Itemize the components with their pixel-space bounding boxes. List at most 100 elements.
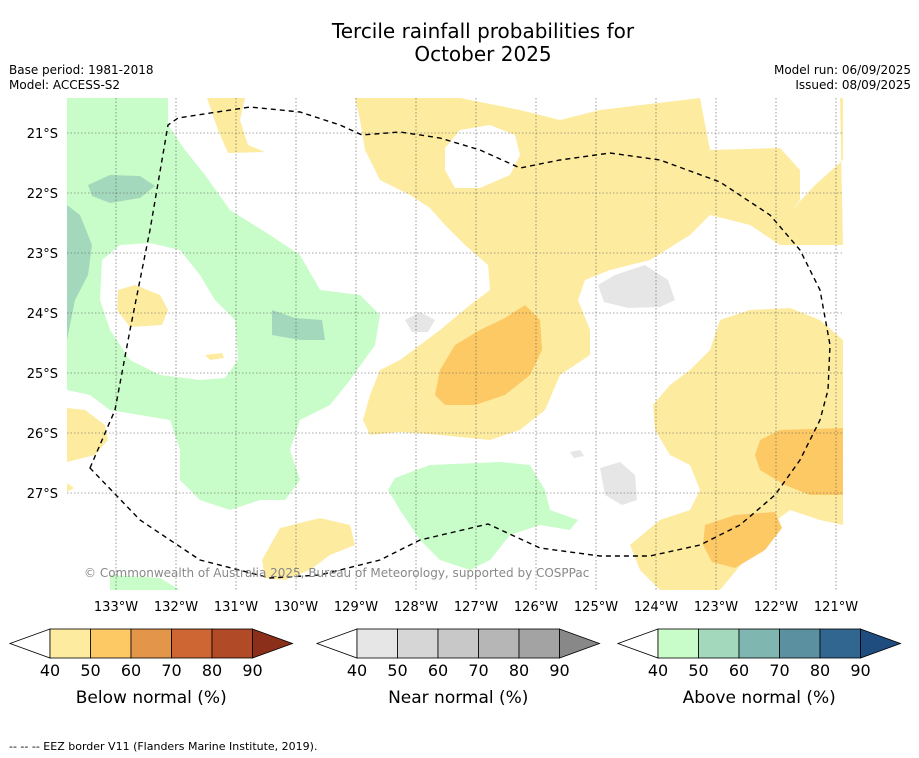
colorbar-extend-low (8, 628, 51, 659)
colorbar-segment (130, 628, 172, 659)
latitude-label: 22°S (27, 187, 58, 202)
colorbar-segment (698, 628, 740, 659)
colorbar-segment (171, 628, 213, 659)
colorbar-segment (779, 628, 821, 659)
issued-date: Issued: 08/09/2025 (795, 78, 911, 92)
below-normal-region (435, 305, 542, 405)
colorbar-tick: 50 (688, 661, 708, 680)
colorbar-tick: 80 (509, 661, 529, 680)
longitude-label: 126°W (514, 600, 558, 615)
longitude-label: 127°W (454, 600, 498, 615)
longitude-label: 122°W (754, 600, 798, 615)
below-normal-region (117, 285, 168, 327)
below-normal-region (205, 353, 224, 360)
below-normal-region (67, 483, 74, 492)
colorbar-tick: 60 (428, 661, 448, 680)
eez-border (89, 106, 831, 579)
near-normal-region (598, 265, 675, 308)
model-name: Model: ACCESS-S2 (9, 78, 121, 92)
colorbar-tick: 60 (729, 661, 749, 680)
no-signal-region (445, 125, 520, 188)
map-title: Tercile rainfall probabilities for Octob… (0, 20, 919, 66)
colorbar-segment (90, 628, 132, 659)
no-signal-region (100, 243, 238, 380)
longitude-label: 128°W (394, 600, 438, 615)
longitude-label: 125°W (574, 600, 618, 615)
near-normal-region (600, 462, 637, 505)
copyright-text: © Commonwealth of Australia 2025, Bureau… (84, 566, 589, 580)
colorbar-segment (211, 628, 253, 659)
colorbar-tick: 90 (850, 661, 870, 680)
colorbar-extend-low (616, 628, 659, 659)
latitude-label: 25°S (27, 367, 58, 382)
longitude-label: 124°W (634, 600, 678, 615)
colorbar-label: Below normal (%) (76, 688, 227, 708)
colorbar-extend-high (252, 628, 294, 659)
longitude-label: 132°W (154, 600, 198, 615)
colorbar-segment (437, 628, 479, 659)
latitude-label: 26°S (27, 427, 58, 442)
graticule (67, 98, 843, 590)
footer-note: -- -- -- EEZ border V11 (Flanders Marine… (9, 740, 318, 753)
colorbar-tick: 70 (161, 661, 181, 680)
colorbar-tick: 90 (242, 661, 262, 680)
title-line-1: Tercile rainfall probabilities for (331, 19, 635, 43)
above-normal-region (88, 175, 155, 203)
colorbar-tick: 50 (387, 661, 407, 680)
colorbar-tick: 80 (202, 661, 222, 680)
near-normal-region (570, 450, 584, 458)
colorbar-tick: 40 (648, 661, 668, 680)
longitude-label: 123°W (694, 600, 738, 615)
colorbar-extend-high (559, 628, 601, 659)
colorbar-extend-low (315, 628, 358, 659)
latitude-label: 23°S (27, 247, 58, 262)
below-normal-region (262, 518, 355, 580)
colorbar-segment (397, 628, 439, 659)
longitude-label: 121°W (814, 600, 858, 615)
meta-left: Base period: 1981-2018 Model: ACCESS-S2 (9, 63, 154, 93)
colorbar-segment (518, 628, 560, 659)
above-normal-region (272, 310, 325, 340)
colorbar-tick: 60 (121, 661, 141, 680)
map-area (67, 98, 843, 590)
below-normal-region (703, 512, 782, 568)
colorbar-segment (49, 628, 91, 659)
colorbar-segment (819, 628, 861, 659)
colorbar-segment (657, 628, 699, 659)
colorbar-label: Above normal (%) (683, 688, 836, 708)
longitude-label: 129°W (334, 600, 378, 615)
above-normal-region (110, 575, 180, 590)
latitude-label: 24°S (27, 307, 58, 322)
title-line-2: October 2025 (414, 42, 552, 66)
colorbar-tick: 40 (40, 661, 60, 680)
longitude-label: 131°W (214, 600, 258, 615)
colorbar-tick: 40 (347, 661, 367, 680)
longitude-label: 133°W (94, 600, 138, 615)
above-normal-region (67, 205, 92, 340)
base-period: Base period: 1981-2018 (9, 63, 154, 77)
near-normal-region (405, 312, 435, 332)
below-normal-region (630, 308, 843, 590)
below-normal-region (355, 98, 843, 245)
below-normal-region (355, 98, 710, 440)
colorbar-segment (738, 628, 780, 659)
colorbar-label: Near normal (%) (388, 688, 528, 708)
colorbar-tick: 50 (80, 661, 100, 680)
above-normal-region (388, 462, 578, 570)
colorbar-segment (478, 628, 520, 659)
colorbar-tick: 70 (468, 661, 488, 680)
colorbar-segment (356, 628, 398, 659)
colorbar-extend-high (860, 628, 902, 659)
longitude-label: 130°W (274, 600, 318, 615)
latitude-label: 21°S (27, 127, 58, 142)
colorbar-tick: 90 (549, 661, 569, 680)
latitude-labels: 21°S 22°S 23°S 24°S 25°S 26°S 27°S (27, 127, 58, 502)
meta-right: Model run: 06/09/2025 Issued: 08/09/2025 (774, 63, 911, 93)
colorbar-tick: 70 (769, 661, 789, 680)
longitude-labels: 133°W 132°W 131°W 130°W 129°W 128°W 127°W 126°W… (94, 600, 858, 615)
above-normal-region (67, 98, 380, 510)
model-run: Model run: 06/09/2025 (773, 63, 911, 77)
colorbars: 40 50 60 70 80 90 Below normal (%) 40 50 60 70 80 90… (8, 628, 902, 708)
colorbar-tick: 80 (810, 661, 830, 680)
